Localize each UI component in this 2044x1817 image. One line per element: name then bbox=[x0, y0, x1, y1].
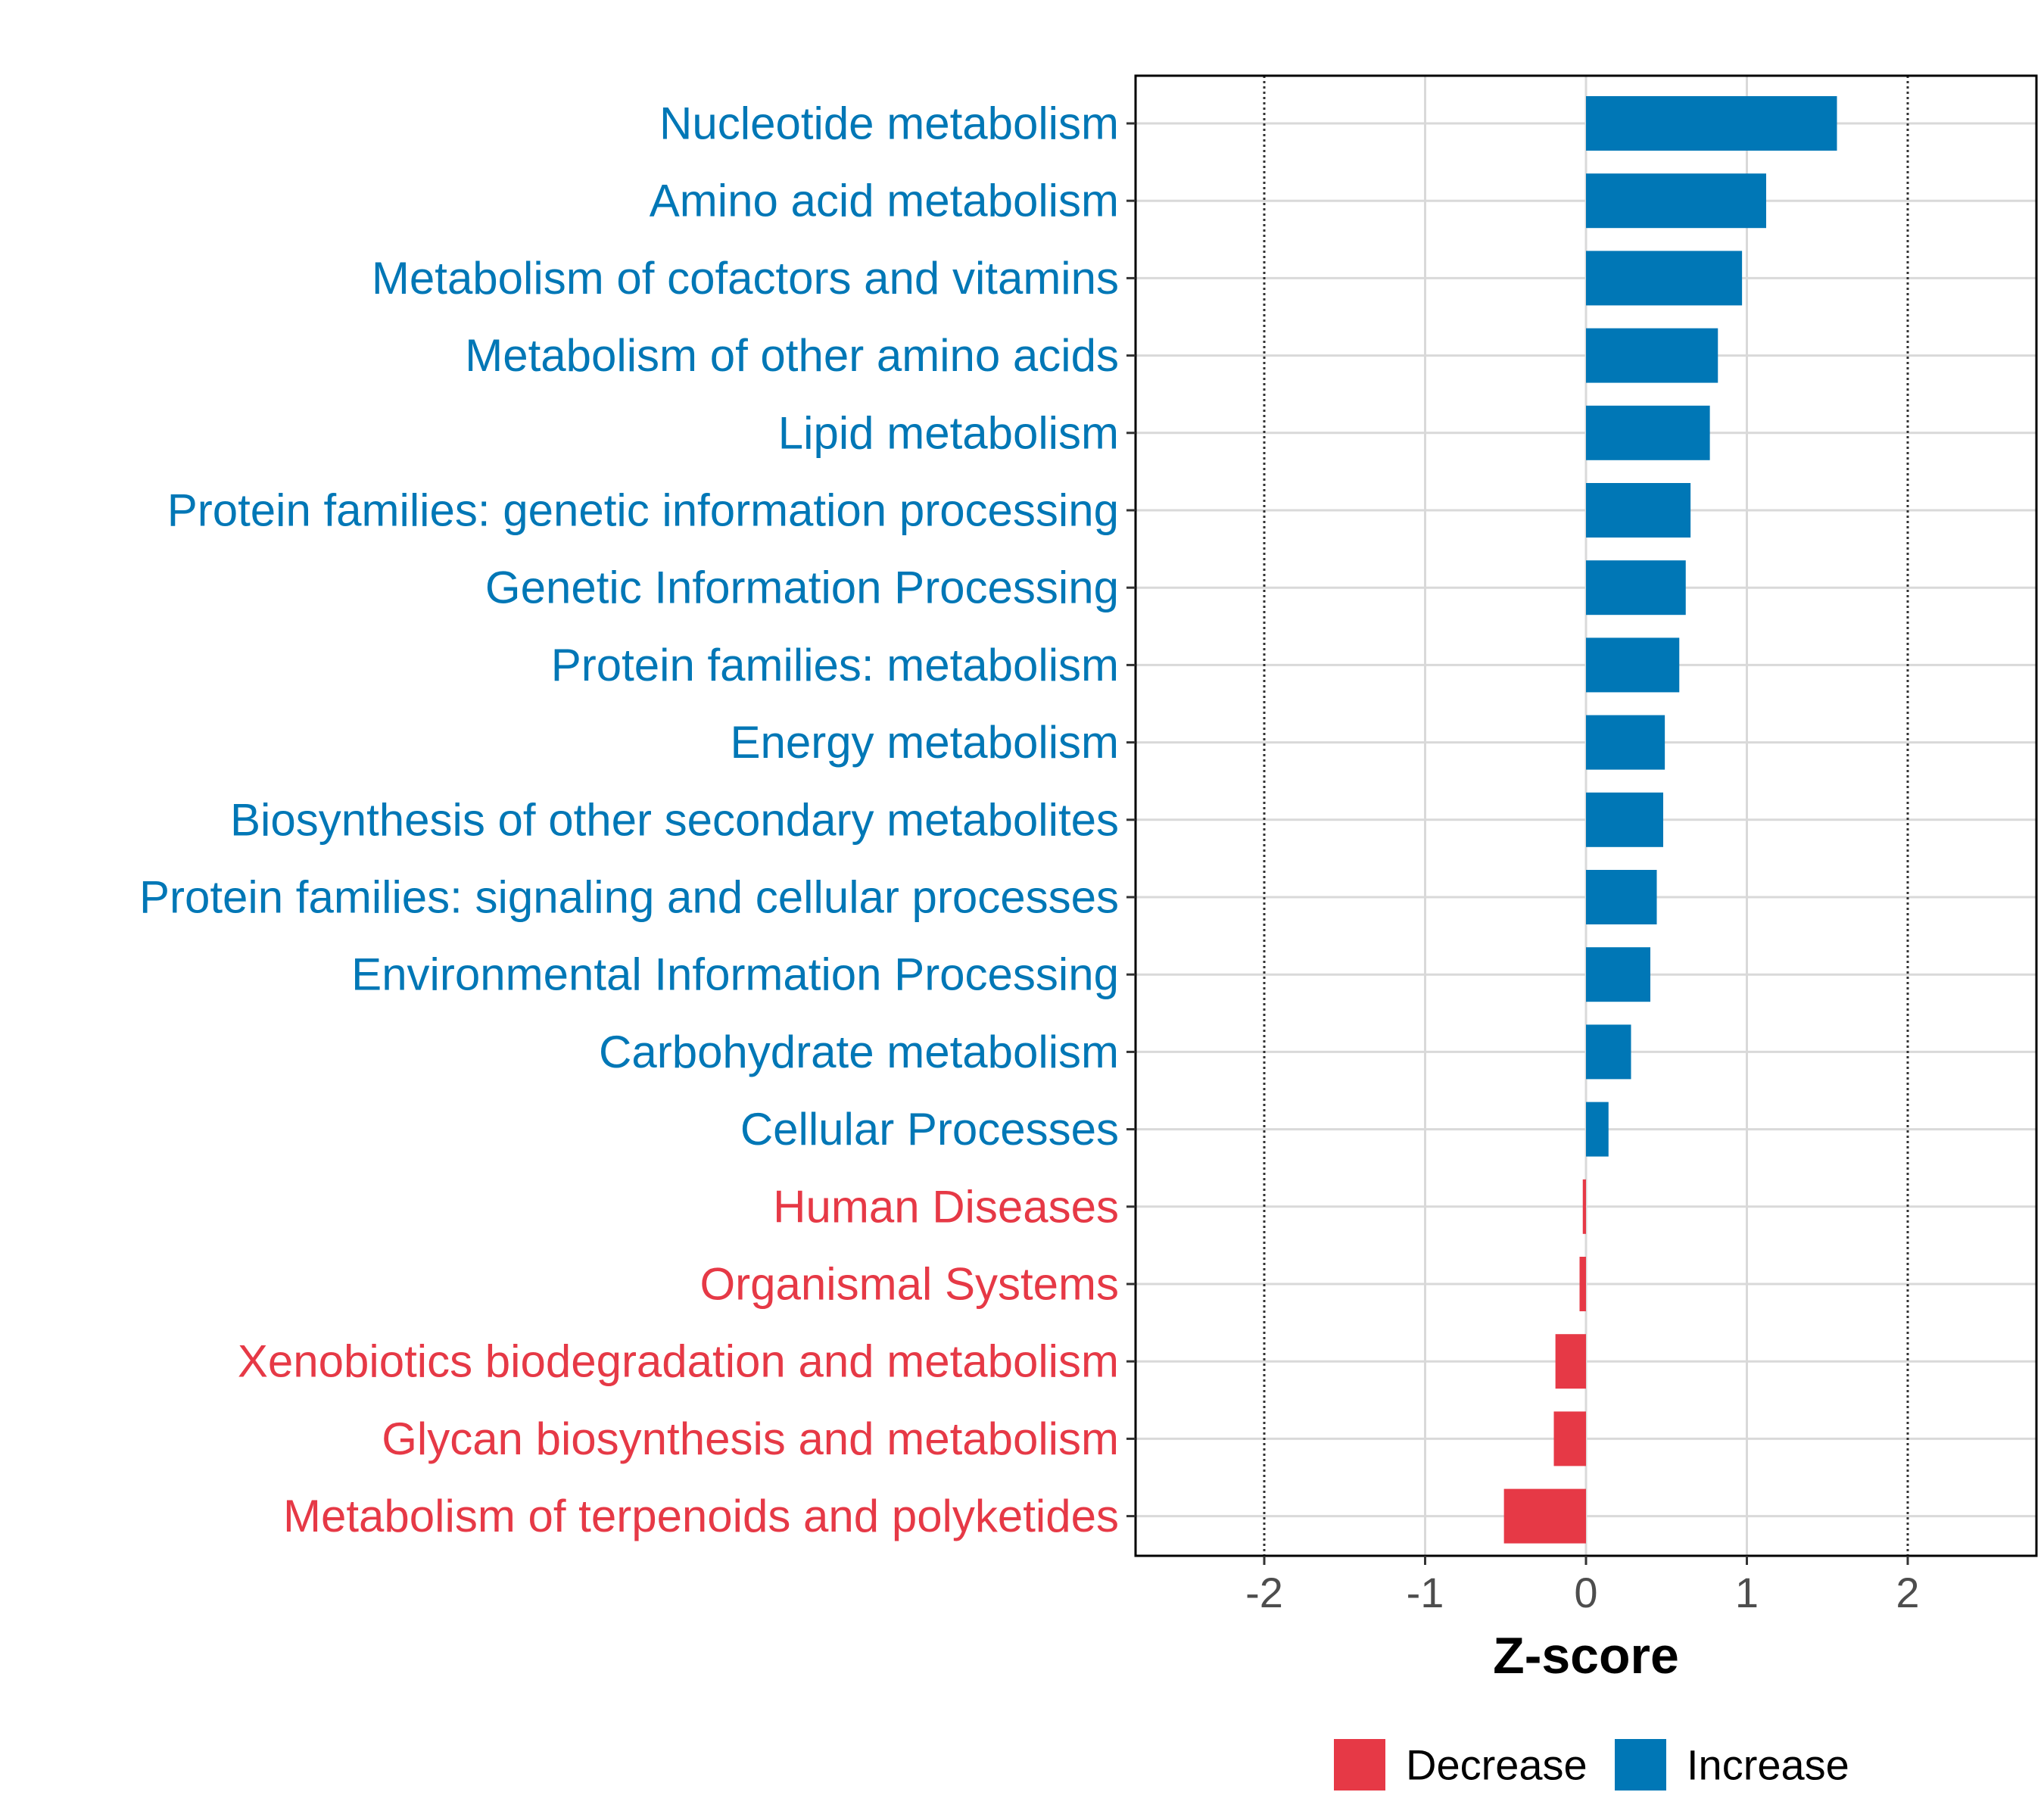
y-tick-label: Lipid metabolism bbox=[778, 407, 1119, 458]
y-tick-label: Human Diseases bbox=[773, 1181, 1119, 1232]
bar bbox=[1586, 792, 1663, 847]
bars bbox=[1503, 96, 1837, 1544]
y-tick-label: Genetic Information Processing bbox=[485, 563, 1119, 613]
legend-label-increase: Increase bbox=[1687, 1741, 1849, 1789]
bar bbox=[1586, 1024, 1631, 1080]
bar bbox=[1586, 96, 1837, 151]
bar bbox=[1586, 560, 1686, 616]
y-tick-label: Energy metabolism bbox=[730, 717, 1119, 768]
bar bbox=[1586, 173, 1766, 229]
y-tick-label: Protein families: genetic information pr… bbox=[167, 485, 1119, 536]
bar bbox=[1586, 637, 1680, 693]
bar bbox=[1586, 483, 1691, 538]
y-tick-label: Xenobiotics biodegradation and metabolis… bbox=[238, 1336, 1119, 1387]
bar bbox=[1586, 947, 1650, 1002]
legend-swatch-decrease bbox=[1334, 1739, 1385, 1791]
bar bbox=[1503, 1488, 1586, 1544]
bar bbox=[1586, 328, 1718, 383]
y-tick-label: Carbohydrate metabolism bbox=[599, 1027, 1119, 1077]
bar bbox=[1586, 251, 1743, 306]
legend: Decrease Increase bbox=[1334, 1739, 1849, 1791]
y-tick-label: Biosynthesis of other secondary metaboli… bbox=[230, 794, 1119, 845]
y-tick-label: Protein families: metabolism bbox=[551, 640, 1119, 690]
y-tick-label: Metabolism of cofactors and vitamins bbox=[372, 253, 1119, 304]
y-tick-label: Protein families: signaling and cellular… bbox=[139, 872, 1119, 923]
y-axis: Nucleotide metabolism Amino acid metaboli… bbox=[139, 98, 1136, 1541]
y-tick-label: Metabolism of other amino acids bbox=[465, 330, 1119, 381]
y-tick-label: Environmental Information Processing bbox=[351, 949, 1119, 1000]
x-axis-title: Z-score bbox=[1493, 1627, 1679, 1685]
bar bbox=[1586, 1102, 1609, 1157]
legend-swatch-increase bbox=[1615, 1739, 1666, 1791]
bar bbox=[1582, 1179, 1586, 1234]
y-tick-label: Organismal Systems bbox=[700, 1259, 1119, 1310]
x-tick-label: 1 bbox=[1735, 1569, 1759, 1616]
y-tick-label: Glycan biosynthesis and metabolism bbox=[382, 1413, 1119, 1464]
x-axis: -2 -1 0 1 2 bbox=[1245, 1556, 1920, 1616]
bar bbox=[1586, 405, 1710, 460]
y-tick-label: Metabolism of terpenoids and polyketides bbox=[283, 1491, 1119, 1541]
x-tick-label: 2 bbox=[1896, 1569, 1919, 1616]
bar bbox=[1553, 1411, 1586, 1466]
bar bbox=[1579, 1257, 1586, 1311]
y-tick-label: Nucleotide metabolism bbox=[659, 98, 1119, 149]
y-tick-label: Amino acid metabolism bbox=[650, 176, 1119, 226]
y-tick-label: Cellular Processes bbox=[740, 1104, 1119, 1155]
x-tick-label: 0 bbox=[1574, 1569, 1597, 1616]
x-tick-label: -2 bbox=[1245, 1569, 1283, 1616]
bar bbox=[1586, 715, 1665, 770]
legend-label-decrease: Decrease bbox=[1406, 1741, 1588, 1789]
bar bbox=[1555, 1334, 1586, 1389]
x-tick-label: -1 bbox=[1407, 1569, 1444, 1616]
bar bbox=[1586, 870, 1657, 924]
